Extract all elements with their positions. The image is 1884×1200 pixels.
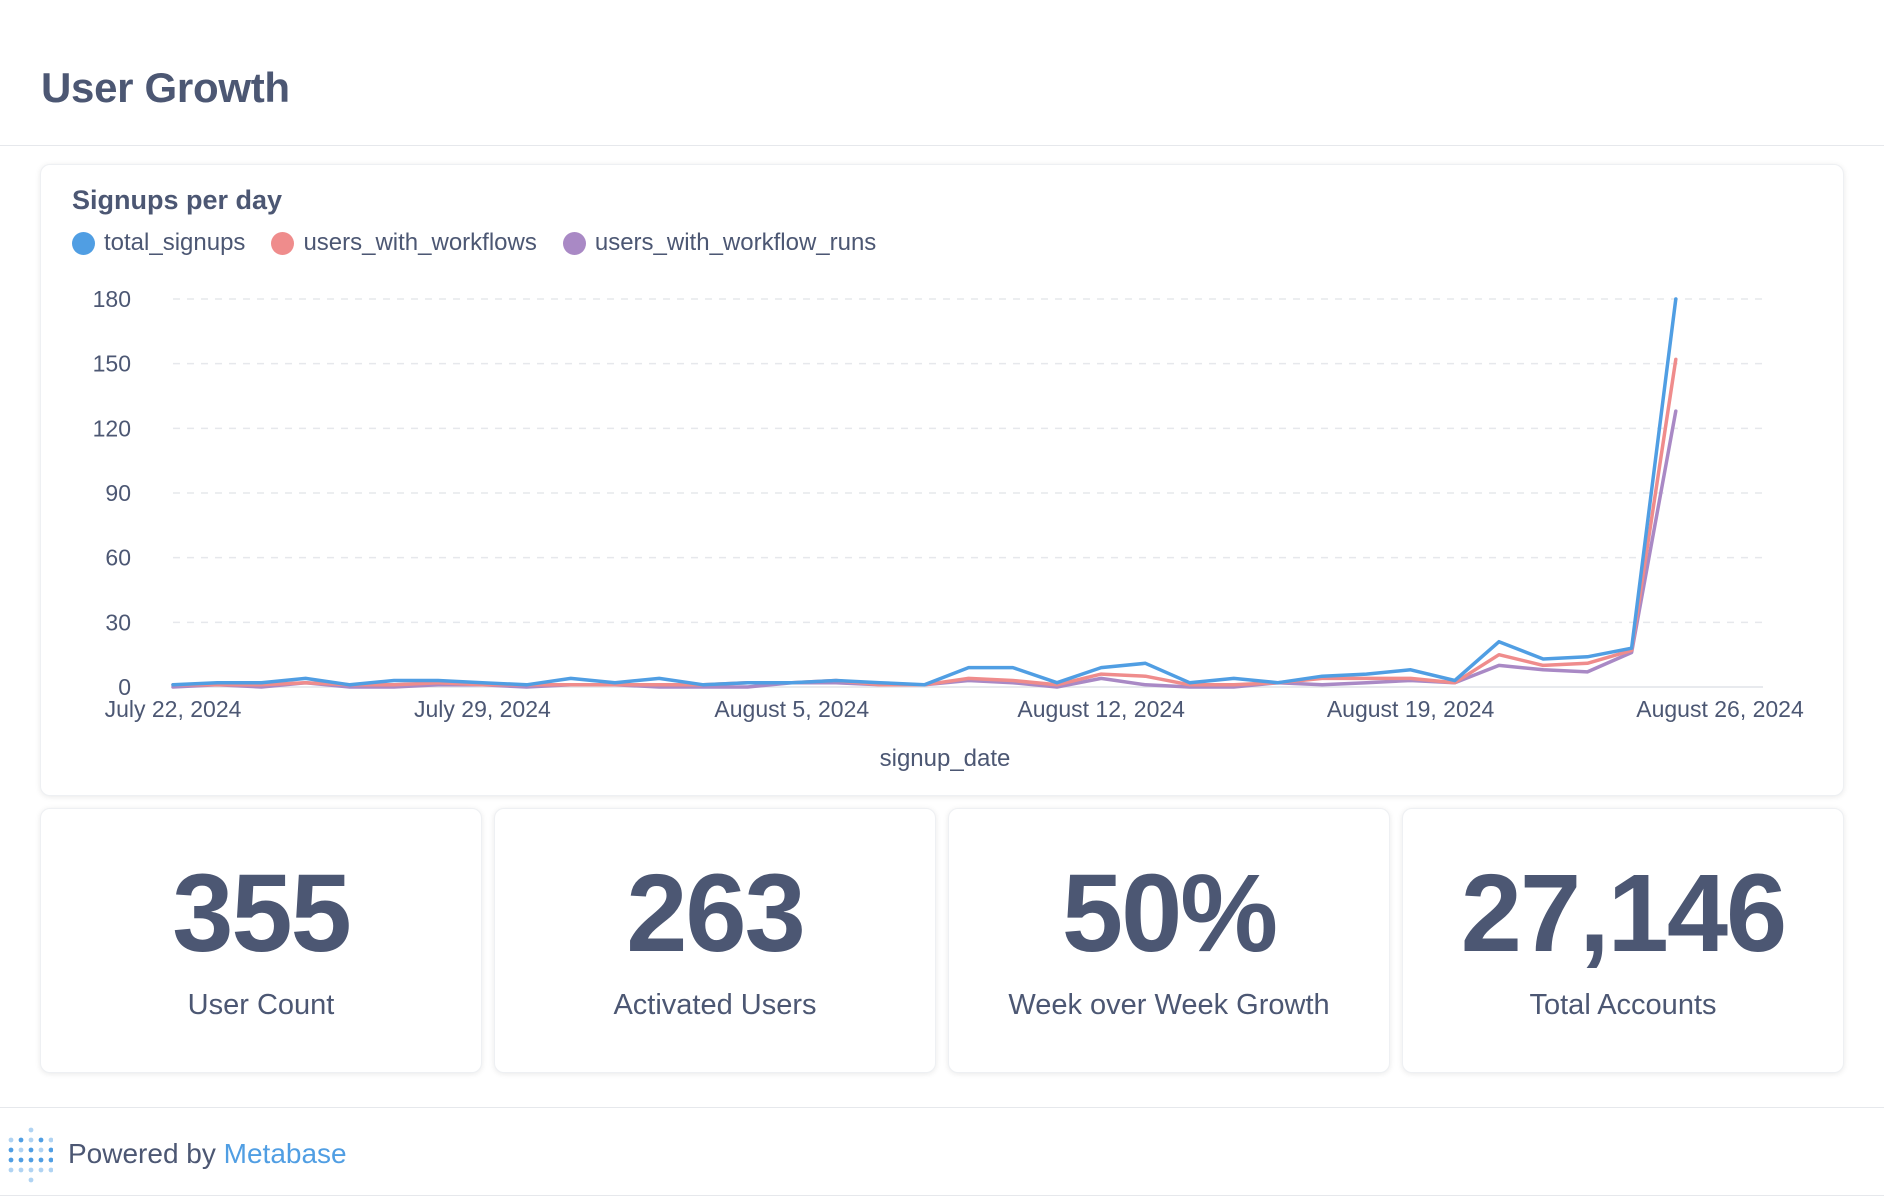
y-axis-ticks: 0 30 60 90 120 150 180 [93,286,131,700]
y-tick-label: 180 [93,286,131,312]
x-tick-label: July 29, 2024 [414,696,551,722]
series-line-total-signups[interactable] [171,297,1678,687]
page-title: User Growth [41,64,290,111]
legend-item-total-signups[interactable]: total_signups [72,229,245,257]
series-line-users-with-workflow-runs[interactable] [171,409,1678,689]
series-line-users-with-workflows[interactable] [171,357,1678,687]
powered-by-text: Powered by Metabase [68,1138,347,1170]
stat-card-user-count[interactable]: 355 User Count [40,808,482,1073]
series-lines[interactable] [171,297,1678,689]
stat-value: 263 [626,852,806,975]
stat-value: 355 [172,852,352,975]
legend-dot-users-with-workflows [271,231,295,255]
legend-label: users_with_workflow_runs [594,229,877,256]
x-tick-label: August 26, 2024 [1636,696,1804,722]
grid-lines [173,298,1763,688]
metabase-link[interactable]: Metabase [223,1138,347,1169]
y-tick-label: 60 [105,545,131,571]
stat-card-total-accounts[interactable]: 27,146 Total Accounts [1402,808,1844,1073]
chart-title[interactable]: Signups per day [72,185,283,215]
footer: Powered by Metabase [0,1107,1884,1200]
stat-value: 27,146 [1460,852,1787,975]
x-tick-label: August 5, 2024 [714,696,869,722]
stat-card-activated-users[interactable]: 263 Activated Users [494,808,936,1073]
legend-dot-total-signups [72,231,95,255]
stat-value: 50% [1061,852,1278,975]
y-tick-label: 90 [105,480,131,506]
legend-item-users-with-workflows[interactable]: users_with_workflows [271,229,537,257]
metabase-logo-icon[interactable] [7,1126,54,1189]
stat-label: Total Accounts [1529,989,1717,1021]
y-tick-label: 30 [105,609,131,635]
x-tick-label: August 12, 2024 [1017,696,1185,722]
footer-bottom-divider [0,1195,1884,1196]
signups-chart-card[interactable]: Signups per day total_signups users_with… [40,164,1844,796]
legend-item-users-with-workflow-runs[interactable]: users_with_workflow_runs [562,229,877,257]
stat-label: Activated Users [613,989,817,1021]
legend-label: users_with_workflows [303,229,537,256]
x-tick-label: July 22, 2024 [105,696,242,722]
x-axis-label: signup_date [880,745,1011,772]
stat-card-week-over-week-growth[interactable]: 50% Week over Week Growth [948,808,1390,1073]
powered-by-prefix: Powered by [68,1138,216,1169]
legend-dot-users-with-workflow-runs [562,231,586,255]
x-axis-ticks: July 22, 2024 July 29, 2024 August 5, 2024… [105,696,1804,722]
y-tick-label: 0 [118,674,131,700]
stat-label: Week over Week Growth [1008,989,1330,1021]
stat-label: User Count [187,989,335,1021]
dashboard-header: User Growth [0,0,1884,146]
legend-label: total_signups [104,229,246,256]
signups-line-chart[interactable]: 0 30 60 90 120 150 180 July 22, 2024 July 29, 2… [41,165,1845,797]
y-tick-label: 150 [93,351,131,377]
y-tick-label: 120 [93,415,131,441]
x-tick-label: August 19, 2024 [1327,696,1495,722]
chart-legend: total_signups users_with_workflows users… [72,229,902,257]
